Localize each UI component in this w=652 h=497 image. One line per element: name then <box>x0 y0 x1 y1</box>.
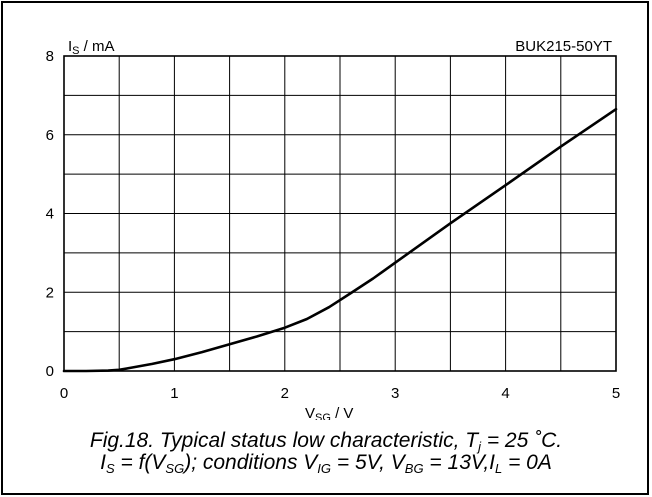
y-tick-label: 4 <box>46 206 54 223</box>
x-tick-label: 1 <box>170 385 178 402</box>
status-low-chart: 0 2 4 6 8 0 1 2 3 4 5 IS / mA VSG / V BUK215-50YT <box>46 38 621 420</box>
figure-caption-line-1: Fig.18. Typical status low characteristi… <box>89 429 563 455</box>
y-tick-label: 6 <box>46 127 54 144</box>
y-axis-label: IS / mA <box>68 38 115 57</box>
x-tick-label: 4 <box>501 385 509 402</box>
x-axis-label: VSG / V <box>305 405 353 420</box>
y-tick-label: 8 <box>46 48 54 65</box>
part-number-annotation: BUK215-50YT <box>515 38 612 55</box>
y-tick-label: 0 <box>46 363 54 380</box>
x-tick-label: 3 <box>391 385 399 402</box>
series-line <box>62 107 618 373</box>
x-tick-label: 0 <box>60 385 68 402</box>
y-tick-labels: 0 2 4 6 8 <box>46 48 54 380</box>
grid <box>64 56 616 371</box>
x-tick-label: 5 <box>612 385 620 402</box>
plot-area-border <box>63 55 617 372</box>
x-tick-label: 2 <box>281 385 289 402</box>
y-tick-label: 2 <box>46 284 54 301</box>
x-tick-labels: 0 1 2 3 4 5 <box>60 385 620 402</box>
figure-caption-line-2: IS = f(VSG); conditions VIG = 5V, VBG = … <box>100 451 552 477</box>
